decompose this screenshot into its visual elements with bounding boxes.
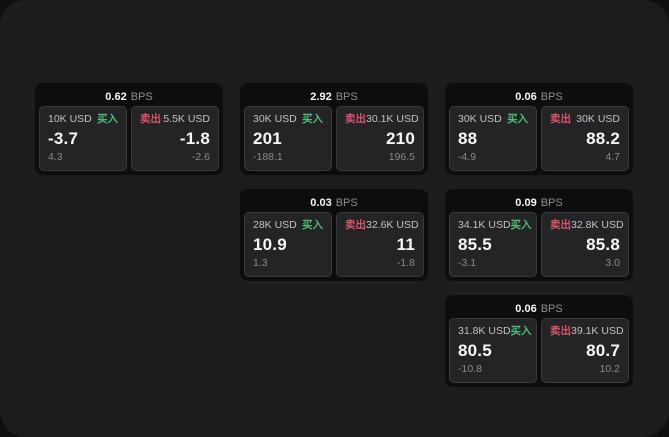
buy-pane[interactable]: 30K USD 买入 201 -188.1 bbox=[244, 106, 332, 171]
buy-label: 买入 bbox=[302, 113, 323, 125]
bps-header: 0.09 BPS bbox=[449, 193, 629, 212]
sell-amount: 5.5K USD bbox=[163, 113, 210, 125]
sell-price: 85.8 bbox=[586, 235, 620, 254]
buy-amount: 31.8K USD bbox=[458, 325, 511, 337]
sell-label: 卖出 bbox=[550, 325, 571, 337]
buy-price: 10.9 bbox=[253, 235, 287, 254]
bps-value: 0.06 bbox=[515, 302, 537, 315]
buy-price: 88 bbox=[458, 129, 478, 148]
buy-pane[interactable]: 31.8K USD 买入 80.5 -10.8 bbox=[449, 318, 537, 383]
quote-card[interactable]: 2.92 BPS 30K USD 买入 201 -188.1 卖出 30.1K … bbox=[240, 83, 428, 175]
sell-change: -1.8 bbox=[396, 257, 415, 269]
buy-price: 85.5 bbox=[458, 235, 492, 254]
sell-label: 卖出 bbox=[550, 219, 571, 231]
bps-value: 2.92 bbox=[310, 90, 332, 103]
buy-amount: 10K USD bbox=[48, 113, 92, 125]
sell-change: 3.0 bbox=[605, 257, 620, 269]
sell-amount: 39.1K USD bbox=[571, 325, 624, 337]
buy-change: -10.8 bbox=[458, 363, 482, 375]
buy-change: -188.1 bbox=[253, 151, 283, 163]
sell-change: 196.5 bbox=[388, 151, 415, 163]
bps-unit: BPS bbox=[540, 90, 563, 103]
bps-unit: BPS bbox=[335, 90, 358, 103]
bps-header: 0.06 BPS bbox=[449, 87, 629, 106]
buy-pane[interactable]: 34.1K USD 买入 85.5 -3.1 bbox=[449, 212, 537, 277]
sell-label: 卖出 bbox=[345, 219, 366, 231]
sell-price: 210 bbox=[386, 129, 415, 148]
sell-change: 10.2 bbox=[599, 363, 620, 375]
sell-pane[interactable]: 卖出 30K USD 88.2 4.7 bbox=[541, 106, 629, 171]
bps-value: 0.03 bbox=[310, 196, 332, 209]
buy-amount: 28K USD bbox=[253, 219, 297, 231]
quote-card[interactable]: 0.06 BPS 31.8K USD 买入 80.5 -10.8 卖出 39.1… bbox=[445, 295, 633, 387]
sell-amount: 30K USD bbox=[576, 113, 620, 125]
bps-header: 0.03 BPS bbox=[244, 193, 424, 212]
buy-change: -3.1 bbox=[458, 257, 477, 269]
sell-amount: 30.1K USD bbox=[366, 113, 419, 125]
buy-change: -4.9 bbox=[458, 151, 477, 163]
bps-value: 0.09 bbox=[515, 196, 537, 209]
buy-price: 201 bbox=[253, 129, 282, 148]
quote-card[interactable]: 0.03 BPS 28K USD 买入 10.9 1.3 卖出 32.6K US… bbox=[240, 189, 428, 281]
sell-pane[interactable]: 卖出 39.1K USD 80.7 10.2 bbox=[541, 318, 629, 383]
sell-price: 80.7 bbox=[586, 341, 620, 360]
sell-pane[interactable]: 卖出 30.1K USD 210 196.5 bbox=[336, 106, 424, 171]
buy-change: 4.3 bbox=[48, 151, 63, 163]
buy-pane[interactable]: 30K USD 买入 88 -4.9 bbox=[449, 106, 537, 171]
buy-amount: 30K USD bbox=[253, 113, 297, 125]
sell-pane[interactable]: 卖出 32.6K USD 11 -1.8 bbox=[336, 212, 424, 277]
sell-pane[interactable]: 卖出 32.8K USD 85.8 3.0 bbox=[541, 212, 629, 277]
sell-label: 卖出 bbox=[140, 113, 161, 125]
sell-price: 11 bbox=[396, 235, 415, 254]
quote-card[interactable]: 0.09 BPS 34.1K USD 买入 85.5 -3.1 卖出 32.8K… bbox=[445, 189, 633, 281]
sell-change: 4.7 bbox=[605, 151, 620, 163]
bps-header: 0.62 BPS bbox=[39, 87, 219, 106]
buy-label: 买入 bbox=[510, 325, 532, 337]
sell-price: -1.8 bbox=[179, 129, 210, 148]
sell-amount: 32.6K USD bbox=[366, 219, 419, 231]
bps-unit: BPS bbox=[130, 90, 153, 103]
buy-label: 买入 bbox=[507, 113, 528, 125]
buy-amount: 30K USD bbox=[458, 113, 502, 125]
buy-label: 买入 bbox=[510, 219, 532, 231]
quote-card[interactable]: 0.62 BPS 10K USD 买入 -3.7 4.3 卖出 5.5K USD bbox=[35, 83, 223, 175]
sell-change: -2.6 bbox=[191, 151, 210, 163]
buy-pane[interactable]: 10K USD 买入 -3.7 4.3 bbox=[39, 106, 127, 171]
sell-amount: 32.8K USD bbox=[571, 219, 624, 231]
sell-price: 88.2 bbox=[586, 129, 620, 148]
buy-pane[interactable]: 28K USD 买入 10.9 1.3 bbox=[244, 212, 332, 277]
bps-unit: BPS bbox=[335, 196, 358, 209]
bps-value: 0.06 bbox=[515, 90, 537, 103]
buy-amount: 34.1K USD bbox=[458, 219, 511, 231]
bps-unit: BPS bbox=[540, 196, 563, 209]
bps-header: 2.92 BPS bbox=[244, 87, 424, 106]
buy-price: 80.5 bbox=[458, 341, 492, 360]
quote-card-grid: 0.62 BPS 10K USD 买入 -3.7 4.3 卖出 5.5K USD bbox=[35, 83, 633, 387]
buy-label: 买入 bbox=[97, 113, 118, 125]
buy-label: 买入 bbox=[302, 219, 323, 231]
bps-header: 0.06 BPS bbox=[449, 299, 629, 318]
sell-label: 卖出 bbox=[550, 113, 571, 125]
quote-card[interactable]: 0.06 BPS 30K USD 买入 88 -4.9 卖出 30K USD bbox=[445, 83, 633, 175]
buy-change: 1.3 bbox=[253, 257, 268, 269]
sell-pane[interactable]: 卖出 5.5K USD -1.8 -2.6 bbox=[131, 106, 219, 171]
buy-price: -3.7 bbox=[48, 129, 79, 148]
bps-unit: BPS bbox=[540, 302, 563, 315]
sell-label: 卖出 bbox=[345, 113, 366, 125]
bps-value: 0.62 bbox=[105, 90, 127, 103]
